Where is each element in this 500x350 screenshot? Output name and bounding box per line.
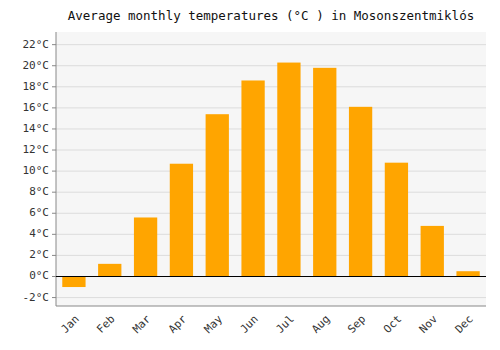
y-tick [52, 65, 56, 66]
bar [421, 226, 444, 277]
bar [241, 80, 264, 276]
grid-line [56, 192, 486, 193]
x-axis-line [56, 306, 486, 307]
x-tick-label: Jul [273, 313, 296, 336]
y-tick-label: 18°C [23, 80, 50, 93]
x-tick-label: Mar [130, 312, 154, 336]
bar [277, 63, 300, 277]
bar [62, 276, 85, 287]
x-tick-label: Oct [381, 313, 404, 336]
x-tick-label: Dec [453, 313, 476, 336]
bars [62, 63, 479, 287]
x-tick-label: Feb [94, 313, 117, 336]
chart-container: -2°C 0°C 2°C 4°C 6°C 8°C 10°C 12°C 14°C 16°C 18°C 2… [0, 0, 500, 350]
x-tick-label: Nov [417, 312, 441, 336]
y-tick-label: 2°C [29, 248, 49, 261]
grid-line [56, 44, 486, 45]
y-tick [52, 213, 56, 214]
y-tick [52, 150, 56, 151]
bar [134, 217, 157, 276]
grid-line [56, 150, 486, 151]
grid-line [56, 213, 486, 214]
y-tick [52, 192, 56, 193]
grid-line [56, 107, 486, 108]
bar [98, 264, 121, 277]
y-tick [52, 86, 56, 87]
x-tick-label: Aug [309, 313, 332, 336]
y-tick-label: 10°C [23, 164, 50, 177]
y-axis: -2°C 0°C 2°C 4°C 6°C 8°C 10°C 12°C 14°C 16°C 18°C 2… [23, 32, 57, 306]
grid-line [56, 65, 486, 66]
y-tick-label: 0°C [29, 269, 49, 282]
y-tick-label: -2°C [23, 291, 50, 304]
grid [56, 45, 486, 298]
y-tick [52, 171, 56, 172]
y-tick-label: 6°C [29, 206, 49, 219]
x-tick-label: May [202, 312, 226, 336]
y-tick [52, 44, 56, 45]
bar [206, 114, 229, 276]
y-axis-line [56, 32, 57, 306]
x-tick-label: Jan [58, 313, 81, 336]
grid-line [56, 297, 486, 298]
grid-line [56, 128, 486, 129]
y-tick-label: 14°C [23, 122, 50, 135]
x-tick-label: Apr [166, 312, 190, 336]
y-tick [52, 297, 56, 298]
y-tick-label: 22°C [23, 38, 50, 51]
zero-baseline [56, 276, 486, 277]
bar [170, 164, 193, 277]
y-tick-label: 8°C [29, 185, 49, 198]
y-tick [52, 276, 56, 277]
bar [349, 107, 372, 277]
y-tick [52, 128, 56, 129]
y-tick-label: 20°C [23, 59, 50, 72]
bar [456, 271, 479, 276]
grid-line [56, 171, 486, 172]
title: Average monthly temperatures (°C ) in Mo… [68, 8, 474, 23]
y-tick [52, 107, 56, 108]
grid-line [56, 86, 486, 87]
chart-svg: -2°C 0°C 2°C 4°C 6°C 8°C 10°C 12°C 14°C 16°C 18°C 2… [0, 0, 500, 350]
y-tick [52, 234, 56, 235]
y-tick [52, 255, 56, 256]
y-tick-label: 12°C [23, 143, 50, 156]
plot-background [56, 32, 486, 306]
bar [385, 163, 408, 277]
bar [313, 68, 336, 277]
x-tick-label: Jun [238, 313, 261, 336]
y-tick-label: 16°C [23, 101, 50, 114]
grid-line [56, 276, 486, 277]
x-tick-label: Sep [345, 313, 368, 336]
y-tick-label: 4°C [29, 227, 49, 240]
x-axis: Jan Feb Mar Apr May Jun Jul Aug Sep Oct Nov Dec [58, 312, 475, 336]
